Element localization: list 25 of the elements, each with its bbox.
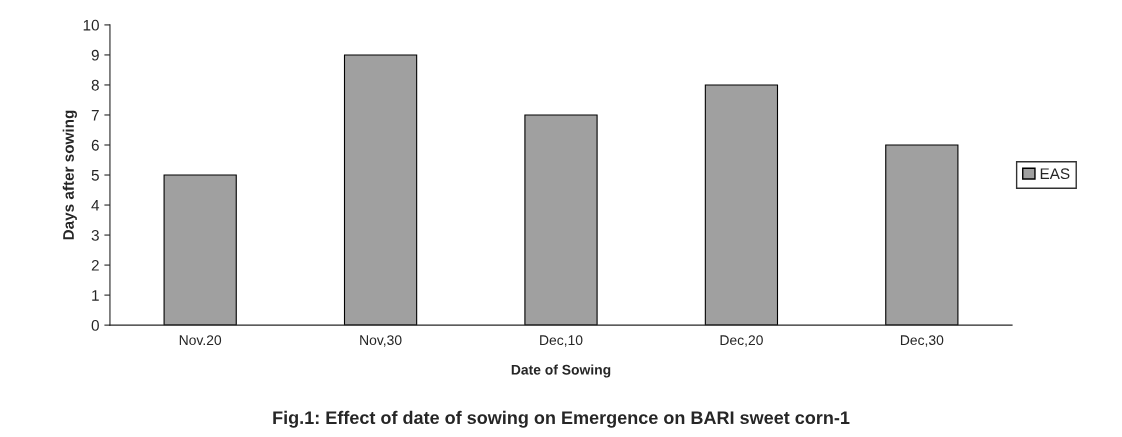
legend-label: EAS	[1040, 168, 1070, 180]
y-tick-label: 7	[91, 110, 99, 121]
y-tick-label: 6	[91, 139, 99, 151]
y-tick-label: 9	[91, 49, 99, 61]
x-tick-label: Nov.20	[179, 335, 222, 346]
y-tick-label: 2	[91, 259, 99, 271]
x-tick-label: Nov,30	[360, 335, 402, 347]
y-tick-label: 0	[91, 320, 99, 331]
y-tick-label: 4	[91, 200, 100, 211]
bar	[704, 84, 779, 326]
x-axis-title: Date of Sowing	[511, 364, 611, 378]
y-tick-label: 8	[91, 79, 99, 91]
x-tick-label: Dec,20	[720, 335, 763, 347]
x-tick-label: Dec,30	[900, 335, 944, 347]
y-tick-label: 10	[83, 19, 99, 31]
text: Fig.1: Effect of date of sowing on Emergence on BARI sweet corn-1	[273, 410, 850, 428]
y-tick-label: 1	[92, 290, 99, 301]
bar	[163, 174, 237, 326]
y-tick-label: 3	[91, 229, 99, 241]
bar	[885, 144, 959, 326]
y-axis-title: Days after sowing	[62, 110, 77, 240]
y-tick-label: 5	[91, 170, 99, 181]
bar	[343, 54, 418, 326]
x-tick-label: Dec,10	[540, 335, 583, 347]
bar	[524, 114, 598, 326]
